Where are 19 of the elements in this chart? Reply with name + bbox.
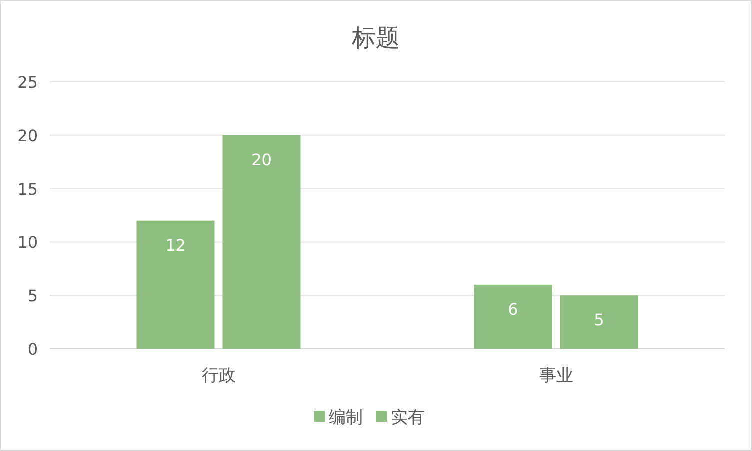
y-tick-label: 5 xyxy=(28,286,38,306)
x-tick-label: 事业 xyxy=(539,366,574,386)
y-tick-label: 0 xyxy=(28,340,38,359)
bar xyxy=(560,296,638,349)
data-label: 12 xyxy=(166,236,186,255)
legend-label: 实有 xyxy=(391,408,425,428)
y-tick-label: 15 xyxy=(18,180,38,199)
bar xyxy=(222,135,301,349)
y-tick-label: 10 xyxy=(18,233,38,252)
bar xyxy=(474,284,552,349)
x-tick-label: 行政 xyxy=(202,366,236,386)
bar xyxy=(136,220,215,349)
data-label: 20 xyxy=(252,150,272,170)
chart-title: 标题 xyxy=(351,24,400,52)
data-label: 5 xyxy=(594,310,604,330)
data-label: 6 xyxy=(508,300,518,319)
y-tick-label: 25 xyxy=(18,73,38,92)
legend-label: 编制 xyxy=(329,408,363,428)
y-tick-label: 20 xyxy=(18,126,38,146)
